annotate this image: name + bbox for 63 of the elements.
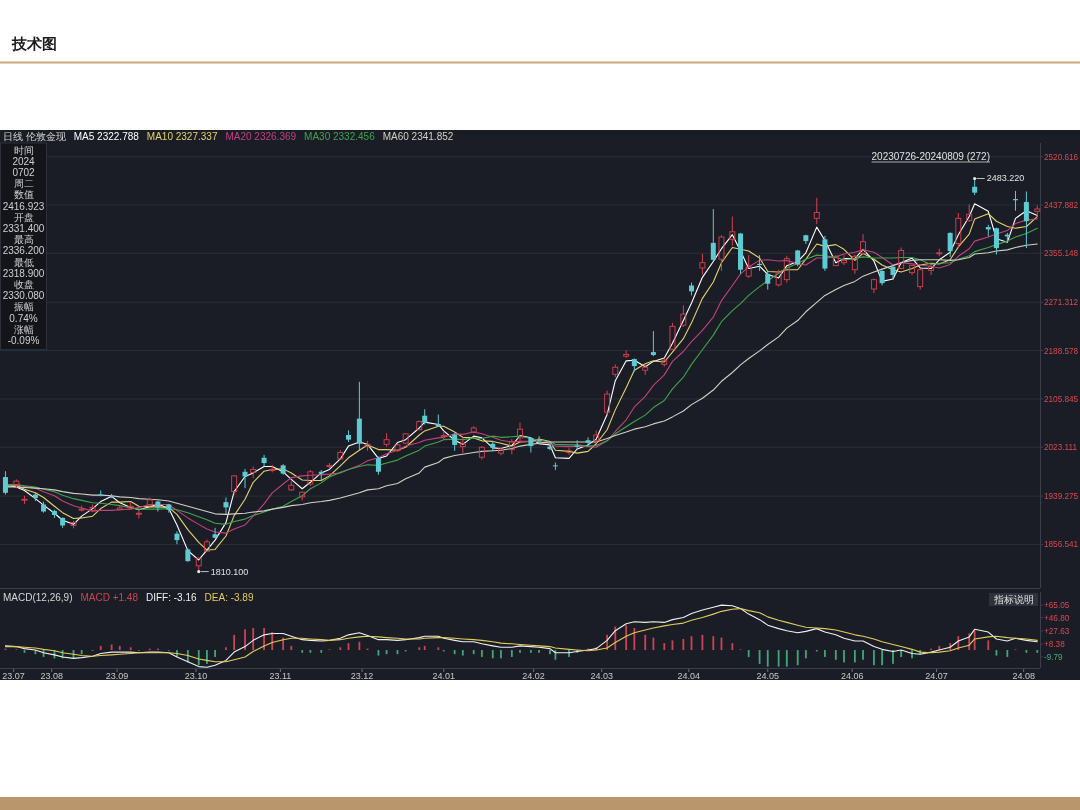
info-text: 0702 — [12, 166, 35, 178]
x-tick-label: 24.03 — [590, 671, 613, 681]
y-tick-label: 2437.882 — [1044, 200, 1079, 210]
annotation: 2483.220 — [973, 173, 1025, 184]
x-tick-label: 24.05 — [756, 671, 779, 681]
annotation: 1810.100 — [210, 566, 249, 577]
annotation: 2483.220 — [986, 173, 1025, 184]
y-tick-label: 2355.148 — [1044, 249, 1079, 259]
info-text: 0.74% — [9, 312, 38, 324]
x-tick-label: 24.02 — [522, 671, 545, 681]
info-text: 最高 — [13, 234, 34, 246]
annotation: 20230726-20240809 (272) — [871, 151, 990, 162]
annotation: 1810.100 — [197, 566, 249, 577]
x-tick-label: 23.11 — [269, 671, 292, 681]
legend-item: MA30 2332.456 — [304, 131, 375, 142]
legend-item: MA60 2341.852 — [382, 131, 454, 142]
info-text: 2330.080 — [2, 290, 45, 302]
y-tick-label: +65.05 — [1044, 601, 1070, 611]
x-tick-label: 24.04 — [677, 671, 701, 681]
info-text: 最低 — [13, 256, 34, 268]
x-tick-label: 23.07 — [2, 671, 25, 681]
subtitle: 日线 伦敦金现 — [3, 131, 66, 142]
info-text: 2416.923 — [2, 200, 45, 212]
x-tick-label: 23.08 — [40, 671, 63, 681]
y-tick-label: -9.79 — [1044, 652, 1063, 662]
info-text: 2024 — [12, 155, 35, 167]
info-text: 数值 — [13, 189, 34, 201]
legend-item: MA20 2326.369 — [225, 131, 297, 142]
y-tick-label: 2520.616 — [1044, 152, 1079, 162]
x-tick-label: 24.01 — [432, 671, 456, 681]
info-text: 2331.400 — [2, 222, 45, 234]
y-tick-label: 2271.312 — [1044, 298, 1079, 308]
y-tick-label: 2188.578 — [1044, 346, 1079, 356]
legend-item: MA5 2322.788 — [73, 131, 139, 142]
y-tick-label: 2105.845 — [1044, 394, 1079, 404]
x-tick-label: 24.08 — [1012, 671, 1035, 681]
y-tick-label: 1939.275 — [1044, 492, 1079, 502]
x-tick-label: 23.09 — [105, 671, 129, 681]
info-text: 2336.200 — [2, 245, 45, 257]
y-tick-label: 1856.541 — [1044, 540, 1079, 550]
x-tick-label: 24.07 — [925, 671, 948, 681]
title: 技术图 — [12, 35, 57, 52]
info-text: 涨幅 — [13, 323, 34, 335]
legend-item: MA10 2327.337 — [146, 131, 218, 142]
legend-item: DIFF: -3.16 — [146, 592, 197, 603]
info-text: 周二 — [13, 178, 34, 190]
x-tick-label: 23.12 — [350, 671, 374, 681]
legend-item: MACD +1.48 — [80, 592, 138, 603]
annotation: 指标说明 — [994, 594, 1034, 605]
y-tick-label: 2023.111 — [1044, 443, 1077, 453]
info-text: 收盘 — [13, 278, 34, 290]
info-text: 振幅 — [13, 301, 34, 313]
y-tick-label: +8.38 — [1044, 640, 1065, 650]
y-tick-label: +27.63 — [1044, 626, 1070, 636]
y-tick-label: +46.80 — [1044, 613, 1070, 623]
title: MACD(12,26,9) — [3, 592, 73, 603]
info-text: 开盘 — [13, 211, 34, 223]
info-text: 2318.900 — [2, 267, 45, 279]
x-tick-label: 24.06 — [840, 671, 864, 681]
x-tick-label: 23.10 — [184, 671, 208, 681]
legend-item: DEA: -3.89 — [204, 592, 254, 603]
info-text: -0.09% — [7, 334, 40, 346]
info-text: 时间 — [13, 144, 34, 156]
